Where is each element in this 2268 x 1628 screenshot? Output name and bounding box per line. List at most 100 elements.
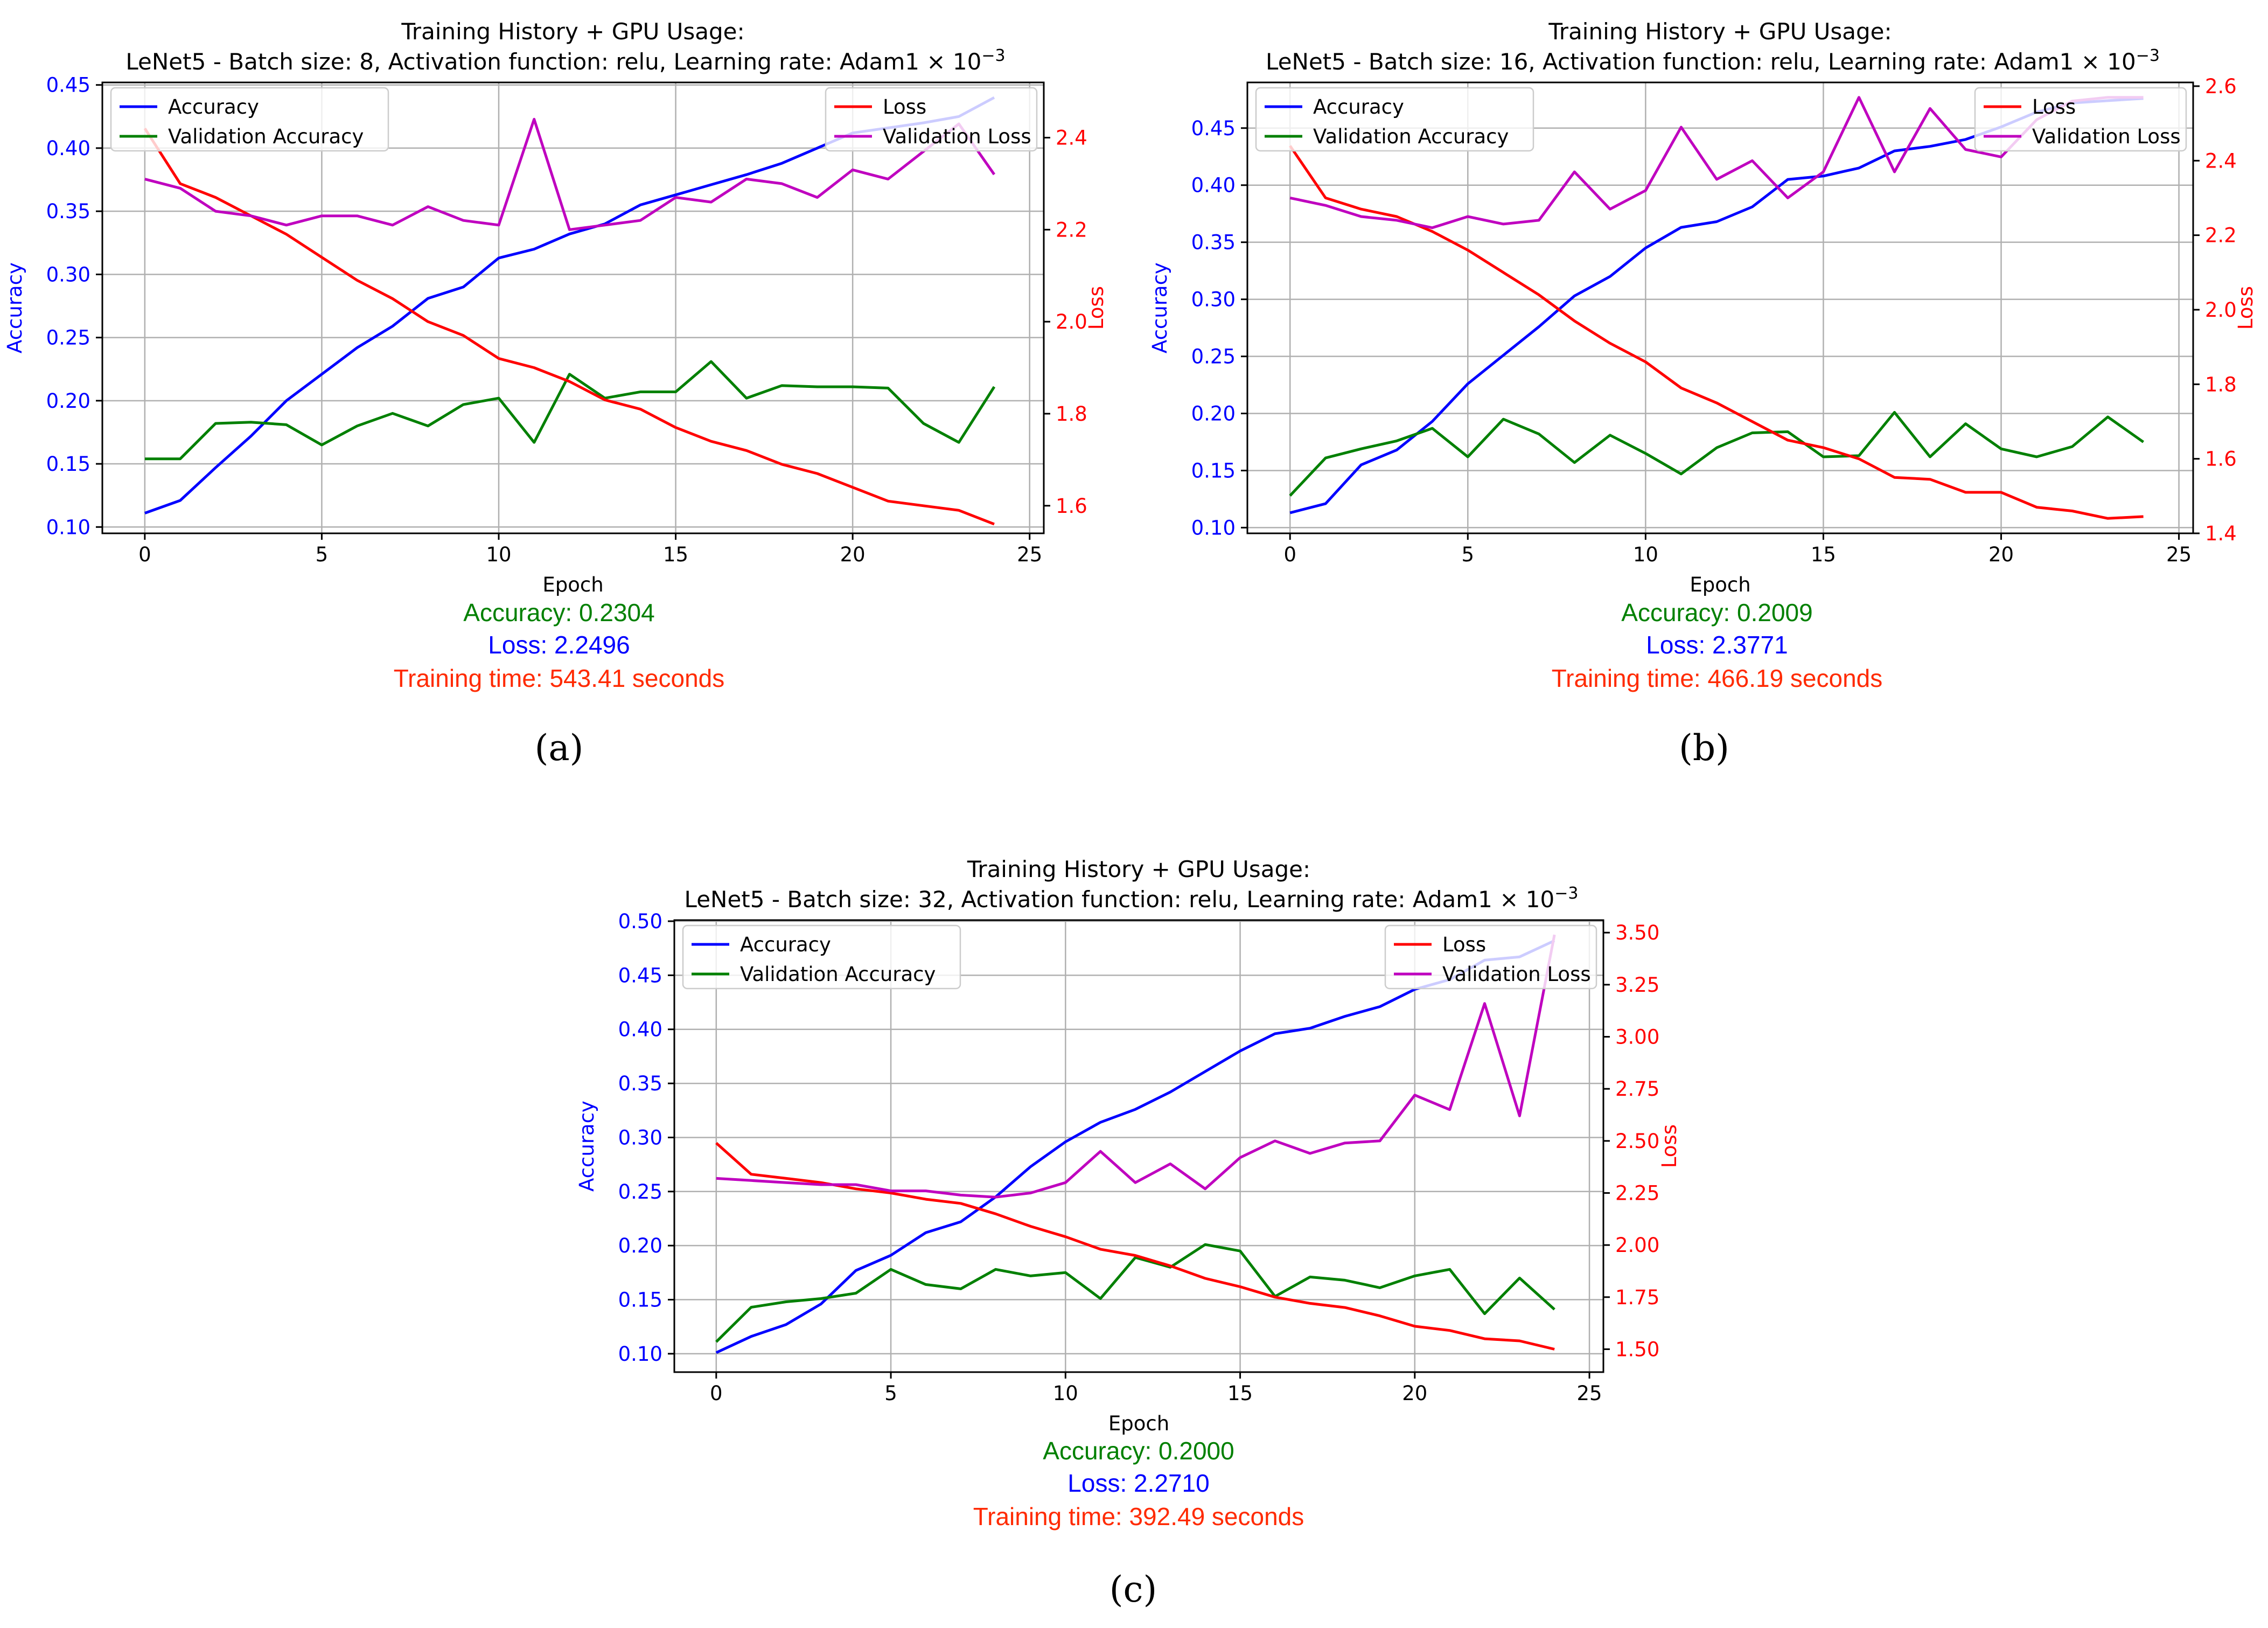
series-line-validation-loss	[144, 117, 996, 231]
legend-label: Validation Loss	[883, 125, 1031, 148]
legend-label: Loss	[1442, 933, 1486, 956]
legend-label: Accuracy	[740, 933, 831, 956]
y-tick-label: 0.35	[1191, 231, 1236, 254]
y-tick-label: 0.45	[1191, 117, 1236, 140]
panel-caption: (a)	[534, 727, 584, 769]
x-tick-label: 5	[1462, 543, 1475, 566]
panel-caption: (b)	[1679, 727, 1729, 769]
y2-axis-label: Loss	[1085, 286, 1108, 330]
y-tick-label: 0.50	[618, 910, 662, 933]
y-axis-label: Accuracy	[575, 1101, 598, 1192]
y-tick-label: 0.20	[46, 389, 90, 413]
y-tick-label: 0.35	[46, 200, 90, 223]
x-tick-label: 5	[316, 543, 329, 566]
stat-loss: Loss: 2.2496	[488, 631, 630, 659]
y-tick-label: 0.20	[1191, 402, 1236, 426]
x-axis-label: Epoch	[1108, 1412, 1169, 1435]
y-tick-label: 0.20	[618, 1234, 662, 1257]
x-tick-label: 20	[1402, 1382, 1427, 1405]
y-tick-label: 0.30	[618, 1126, 662, 1149]
y2-tick-label: 2.00	[1615, 1234, 1659, 1257]
y-tick-label: 0.10	[618, 1342, 662, 1366]
y2-tick-label: 3.50	[1615, 921, 1659, 944]
series-line-validation-accuracy	[1289, 411, 2145, 497]
y2-tick-label: 3.25	[1615, 973, 1659, 997]
y2-tick-label: 1.50	[1615, 1338, 1659, 1361]
legend-right: Loss Validation Loss	[825, 87, 1038, 152]
x-tick-label: 10	[486, 543, 511, 566]
y-tick-label: 0.30	[1191, 288, 1236, 311]
axes-frame	[673, 919, 1604, 1373]
legend-left: Accuracy Validation Accuracy	[682, 924, 961, 990]
y-tick-label: 0.15	[46, 453, 90, 476]
legend-label: Loss	[883, 95, 926, 119]
y-axis-label: Accuracy	[3, 262, 26, 353]
y-tick-label: 0.15	[618, 1289, 662, 1312]
stat-accuracy: Accuracy: 0.2009	[1621, 599, 1813, 627]
y2-tick-label: 2.0	[1056, 310, 1087, 333]
y2-tick-label: 2.50	[1615, 1130, 1659, 1153]
y2-tick-label: 2.25	[1615, 1181, 1659, 1205]
y-tick-label: 0.40	[46, 137, 90, 160]
stat-loss: Loss: 2.3771	[1646, 631, 1788, 659]
legend-box	[682, 924, 961, 990]
y2-tick-label: 3.00	[1615, 1026, 1659, 1049]
axes-frame	[101, 81, 1045, 534]
y2-tick-label: 1.6	[2205, 448, 2237, 471]
series-line-accuracy	[715, 939, 1555, 1354]
y2-tick-label: 1.6	[1056, 495, 1087, 518]
series-line-loss	[143, 128, 995, 526]
y-tick-label: 0.45	[618, 964, 662, 987]
stat-time: Training time: 543.41 seconds	[393, 664, 725, 692]
x-axis-label: Epoch	[1690, 573, 1750, 596]
x-tick-label: 10	[1053, 1382, 1078, 1405]
legend-label: Accuracy	[1313, 95, 1404, 119]
x-tick-label: 25	[1577, 1382, 1602, 1405]
chart-subtitle: LeNet5 - Batch size: 8, Activation funct…	[125, 46, 1005, 75]
y-tick-label: 0.40	[1191, 174, 1236, 197]
legend-label: Validation Accuracy	[168, 125, 364, 148]
x-tick-label: 0	[710, 1382, 723, 1405]
y-tick-label: 0.40	[618, 1018, 662, 1041]
legend-label: Loss	[2032, 95, 2076, 119]
x-tick-label: 0	[1283, 543, 1296, 566]
chart-title: Training History + GPU Usage:	[967, 856, 1310, 882]
chart-subtitle: LeNet5 - Batch size: 32, Activation func…	[685, 884, 1579, 913]
stat-accuracy: Accuracy: 0.2000	[1043, 1437, 1234, 1465]
series-line-accuracy	[1289, 97, 2144, 514]
y-tick-label: 0.35	[618, 1072, 662, 1095]
legend-right: Loss Validation Loss	[1384, 924, 1597, 990]
series-line-validation-accuracy	[144, 360, 996, 461]
legend-left: Accuracy Validation Accuracy	[110, 87, 389, 152]
y2-tick-label: 1.8	[1056, 402, 1087, 426]
legend-box	[110, 87, 389, 152]
y2-tick-label: 2.0	[2205, 298, 2237, 322]
y-tick-label: 0.10	[1191, 516, 1236, 539]
legend-label: Validation Accuracy	[740, 963, 936, 986]
y-tick-label: 0.25	[46, 326, 90, 350]
x-tick-label: 5	[884, 1382, 897, 1405]
y2-tick-label: 2.75	[1615, 1077, 1659, 1101]
x-tick-label: 15	[663, 543, 688, 566]
y2-tick-label: 2.2	[2205, 224, 2237, 247]
stat-accuracy: Accuracy: 0.2304	[463, 599, 655, 627]
stat-loss: Loss: 2.2710	[1067, 1469, 1210, 1497]
legend-box	[1255, 87, 1534, 152]
chart-panel-b: 0 5 10 15 20 25 Epoch 0.10 0.15 0.20 0.25 0.30 0.35 0…	[1148, 18, 2257, 596]
legend-left: Accuracy Validation Accuracy	[1255, 87, 1534, 152]
y-tick-label: 0.25	[1191, 345, 1236, 368]
y-tick-label: 0.25	[618, 1180, 662, 1203]
y2-axis-label: Loss	[1658, 1124, 1681, 1168]
stat-time: Training time: 466.19 seconds	[1551, 664, 1883, 692]
y-tick-label: 0.45	[46, 74, 90, 97]
chart-panel-c: 0 5 10 15 20 25 Epoch 0.10 0.15 0.20 0.25 0.30 0.35 0…	[575, 856, 1681, 1435]
panel-caption: (c)	[1109, 1569, 1157, 1610]
subtitle-exponent: −3	[2136, 46, 2160, 65]
legend-box	[1384, 924, 1597, 990]
y2-tick-label: 2.4	[1056, 126, 1087, 149]
y-tick-label: 0.10	[46, 516, 90, 539]
y2-tick-label: 2.2	[1056, 218, 1087, 241]
y2-tick-label: 1.4	[2205, 522, 2237, 545]
y-tick-label: 0.30	[46, 263, 90, 286]
